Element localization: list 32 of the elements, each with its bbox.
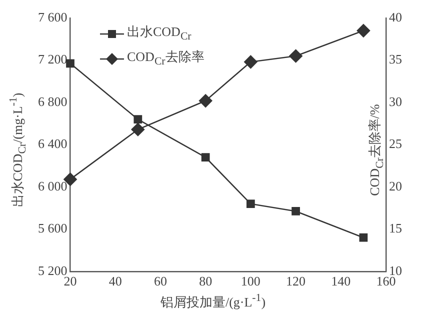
y-tick-label: 7 600	[38, 9, 68, 24]
legend-label: 出水COD$_{Cr}$	[127, 23, 192, 45]
point	[131, 122, 145, 136]
point	[244, 55, 258, 69]
y2-tick-label: 15	[389, 220, 402, 236]
y2-tick-label: 35	[389, 52, 402, 67]
point	[292, 207, 300, 216]
x-axis-title: 铝屑投加量/(g·L$^{-1}$)	[160, 292, 266, 312]
x-tick-label: 60	[154, 274, 167, 289]
y2-tick-label: 30	[389, 94, 402, 109]
point	[134, 115, 142, 124]
point	[359, 233, 368, 242]
y-tick-label: 6 400	[38, 136, 68, 152]
y2-tick-label: 40	[389, 9, 402, 24]
point	[246, 200, 255, 208]
x-tick-label: 80	[199, 274, 212, 289]
y2-tick-label: 20	[389, 178, 402, 194]
x-tick-label: 100	[240, 274, 260, 289]
point	[198, 94, 212, 108]
point	[66, 59, 74, 68]
y-tick-label: 6 000	[38, 178, 68, 194]
point	[356, 24, 370, 38]
y-tick-label: 7 200	[38, 52, 68, 67]
point	[201, 153, 210, 162]
y2-tick-label: 25	[389, 136, 402, 152]
x-tick-label: 140	[331, 274, 351, 289]
point	[289, 49, 302, 63]
x-tick-label: 40	[108, 274, 122, 289]
legend-label: COD$_{Cr}$去除率	[127, 48, 204, 70]
x-tick-label: 120	[286, 274, 306, 289]
y-tick-label: 5 600	[38, 220, 68, 236]
y-tick-label: 6 800	[38, 94, 68, 109]
